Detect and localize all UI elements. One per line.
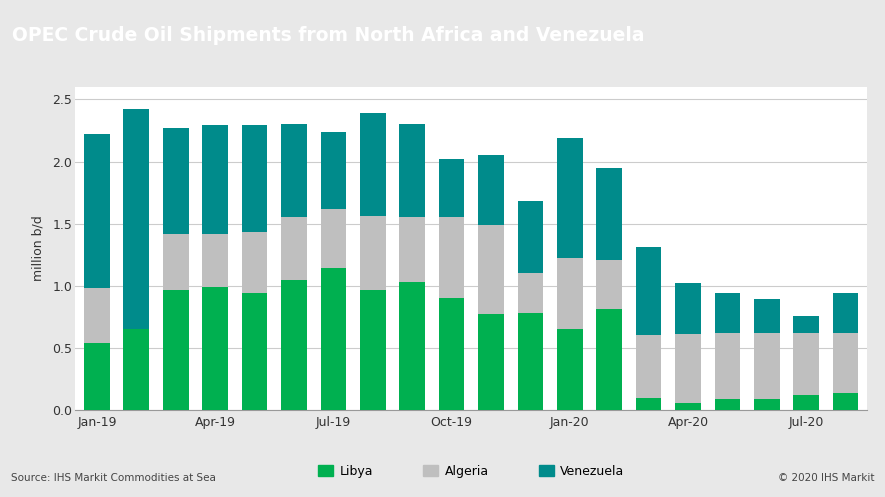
Bar bbox=[596, 309, 622, 410]
Bar bbox=[163, 289, 189, 410]
Bar bbox=[163, 128, 189, 234]
Bar bbox=[84, 288, 110, 343]
Bar bbox=[242, 126, 267, 233]
Bar bbox=[557, 330, 582, 410]
Bar bbox=[714, 293, 740, 333]
Bar bbox=[794, 395, 819, 410]
Bar bbox=[242, 293, 267, 410]
Text: © 2020 IHS Markit: © 2020 IHS Markit bbox=[778, 473, 874, 483]
Bar bbox=[124, 109, 149, 330]
Bar bbox=[439, 159, 465, 218]
Bar bbox=[281, 124, 307, 218]
Bar bbox=[84, 134, 110, 288]
Bar bbox=[635, 248, 661, 335]
Bar bbox=[439, 298, 465, 410]
Bar bbox=[557, 138, 582, 258]
Bar bbox=[360, 216, 386, 289]
Bar bbox=[833, 333, 858, 393]
Bar bbox=[794, 333, 819, 395]
Bar bbox=[754, 399, 780, 410]
Bar bbox=[833, 293, 858, 333]
Bar bbox=[714, 333, 740, 399]
Bar bbox=[478, 315, 504, 410]
Bar bbox=[596, 168, 622, 259]
Text: Source: IHS Markit Commodities at Sea: Source: IHS Markit Commodities at Sea bbox=[11, 473, 215, 483]
Bar bbox=[203, 287, 228, 410]
Bar bbox=[518, 201, 543, 273]
Bar bbox=[833, 393, 858, 410]
Text: OPEC Crude Oil Shipments from North Africa and Venezuela: OPEC Crude Oil Shipments from North Afri… bbox=[12, 26, 644, 45]
Bar bbox=[557, 258, 582, 330]
Bar bbox=[203, 126, 228, 234]
Y-axis label: million b/d: million b/d bbox=[31, 216, 44, 281]
Bar bbox=[439, 218, 465, 298]
Bar bbox=[675, 283, 701, 334]
Bar bbox=[478, 225, 504, 315]
Bar bbox=[675, 403, 701, 410]
Bar bbox=[399, 218, 425, 282]
Bar bbox=[794, 316, 819, 333]
Bar bbox=[518, 313, 543, 410]
Bar bbox=[635, 398, 661, 410]
Bar bbox=[596, 260, 622, 309]
Bar bbox=[242, 233, 267, 293]
Bar bbox=[714, 399, 740, 410]
Bar bbox=[478, 156, 504, 225]
Bar bbox=[754, 299, 780, 333]
Bar bbox=[281, 218, 307, 279]
Bar bbox=[203, 234, 228, 287]
Bar bbox=[124, 330, 149, 410]
Bar bbox=[320, 209, 346, 268]
Legend: Libya, Algeria, Venezuela: Libya, Algeria, Venezuela bbox=[313, 460, 629, 483]
Bar bbox=[320, 132, 346, 209]
Bar bbox=[399, 282, 425, 410]
Bar bbox=[360, 289, 386, 410]
Bar bbox=[163, 234, 189, 289]
Bar bbox=[399, 124, 425, 218]
Bar bbox=[320, 268, 346, 410]
Bar bbox=[635, 335, 661, 398]
Bar bbox=[518, 273, 543, 313]
Bar bbox=[675, 334, 701, 403]
Bar bbox=[360, 113, 386, 216]
Bar bbox=[754, 333, 780, 399]
Bar bbox=[84, 343, 110, 410]
Bar bbox=[281, 279, 307, 410]
